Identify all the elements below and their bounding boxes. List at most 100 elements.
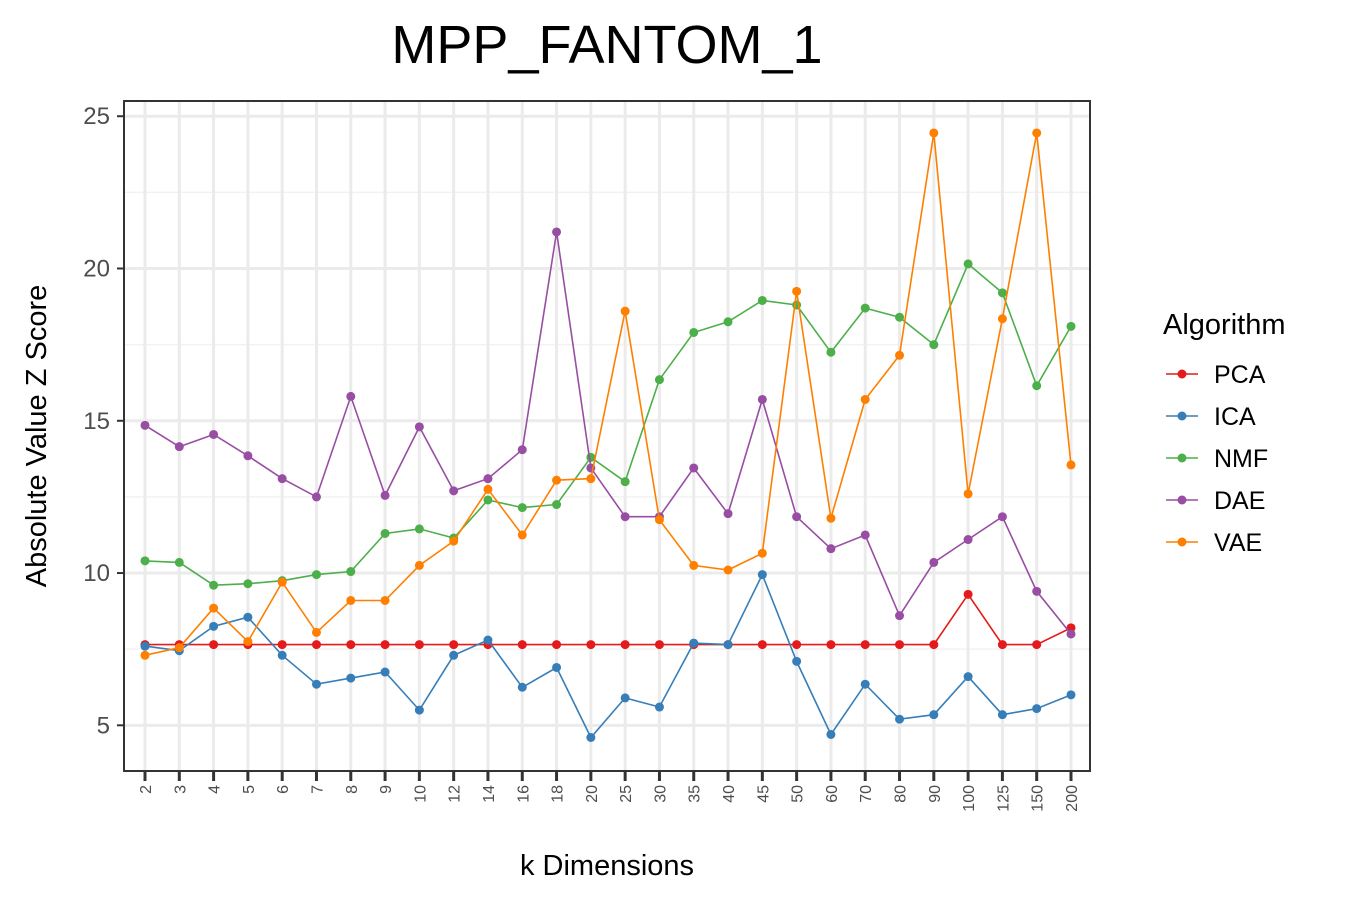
data-point-dae <box>311 492 321 502</box>
data-point-nmf <box>826 347 836 357</box>
data-point-dae <box>929 557 939 567</box>
data-point-ica <box>311 679 321 689</box>
data-point-vae <box>860 394 870 404</box>
legend-title: Algorithm <box>1163 309 1286 341</box>
data-point-dae <box>860 530 870 540</box>
data-point-vae <box>792 286 802 296</box>
data-point-nmf <box>929 340 939 350</box>
data-point-dae <box>1066 629 1076 639</box>
data-point-pca <box>277 640 287 650</box>
data-point-vae <box>1066 460 1076 470</box>
data-point-vae <box>929 128 939 138</box>
data-point-vae <box>174 643 184 653</box>
y-tick-label: 10 <box>83 560 110 587</box>
plot-area <box>124 101 1090 771</box>
data-point-vae <box>895 350 905 360</box>
data-point-pca <box>792 640 802 650</box>
data-point-nmf <box>140 556 150 566</box>
data-point-vae <box>723 565 733 575</box>
data-point-nmf <box>860 303 870 313</box>
y-axis: 5 10 15 20 25 <box>83 103 124 739</box>
data-point-nmf <box>1032 381 1042 391</box>
x-tick-label: 25 <box>618 785 635 803</box>
legend: Algorithm PCA ICA NMF DAE VAE <box>1163 309 1286 557</box>
series-line-dae <box>144 231 1072 635</box>
data-point-ica <box>757 570 767 580</box>
data-point-pca <box>654 640 664 650</box>
data-point-dae <box>552 227 562 237</box>
data-point-pca <box>449 640 459 650</box>
legend-label: NMF <box>1214 445 1268 473</box>
data-point-ica <box>586 733 596 742</box>
x-tick-label: 60 <box>824 785 841 803</box>
series-dae <box>140 227 1076 639</box>
data-point-ica <box>380 667 390 677</box>
data-point-ica <box>346 673 356 683</box>
x-tick-label: 8 <box>344 785 361 794</box>
x-tick-label: 50 <box>790 785 807 803</box>
data-point-vae <box>311 627 321 637</box>
legend-item-vae: VAE <box>1166 529 1262 557</box>
x-tick-label: 125 <box>995 785 1012 812</box>
data-point-ica <box>654 702 664 712</box>
data-point-dae <box>483 474 493 484</box>
data-point-ica <box>826 729 836 739</box>
series-ica <box>140 570 1076 742</box>
data-point-ica <box>895 714 905 724</box>
data-point-ica <box>963 672 973 682</box>
plot-background <box>124 101 1090 771</box>
data-point-nmf <box>654 375 664 385</box>
data-point-pca <box>414 640 424 650</box>
legend-item-dae: DAE <box>1166 487 1265 515</box>
data-point-pca <box>860 640 870 650</box>
data-point-nmf <box>174 557 184 567</box>
data-point-nmf <box>414 524 424 534</box>
x-tick-label: 16 <box>515 785 532 803</box>
x-tick-label: 200 <box>1064 785 1081 812</box>
data-point-vae <box>414 560 424 570</box>
data-point-dae <box>449 486 459 496</box>
plot-frame <box>123 100 1091 772</box>
data-point-nmf <box>552 500 562 510</box>
x-tick-label: 70 <box>858 785 875 803</box>
data-point-ica <box>1032 704 1042 714</box>
data-point-pca <box>620 640 630 650</box>
data-point-vae <box>517 530 527 540</box>
data-point-dae <box>620 512 630 522</box>
data-point-pca <box>929 640 939 650</box>
data-point-nmf <box>1066 321 1076 331</box>
data-point-vae <box>757 548 767 558</box>
y-tick-label: 5 <box>97 712 110 739</box>
data-point-dae <box>723 509 733 519</box>
legend-label: ICA <box>1214 403 1256 431</box>
series-line-vae <box>144 132 1072 657</box>
data-point-ica <box>723 640 733 650</box>
data-point-ica <box>860 679 870 689</box>
series-line-nmf <box>144 262 1072 587</box>
data-point-dae <box>826 544 836 554</box>
x-tick-label: 2 <box>138 785 155 794</box>
data-point-pca <box>346 640 356 650</box>
data-point-pca <box>311 640 321 650</box>
x-tick-label: 80 <box>893 785 910 803</box>
data-point-ica <box>449 650 459 660</box>
data-point-dae <box>140 420 150 430</box>
data-point-dae <box>380 490 390 500</box>
data-point-dae <box>346 391 356 401</box>
y-tick-label: 15 <box>83 408 110 435</box>
x-tick-label: 9 <box>378 785 395 794</box>
data-point-vae <box>380 595 390 605</box>
x-tick-label: 40 <box>721 785 738 803</box>
y-tick-label: 25 <box>83 103 110 130</box>
data-point-dae <box>243 451 253 461</box>
data-point-pca <box>586 640 596 650</box>
data-point-dae <box>414 422 424 432</box>
data-point-vae <box>552 475 562 485</box>
x-tick-label: 100 <box>961 785 978 812</box>
x-tick-label: 5 <box>241 785 258 794</box>
data-point-pca <box>963 589 973 599</box>
data-point-vae <box>963 489 973 499</box>
x-tick-label: 6 <box>275 785 292 794</box>
data-point-vae <box>997 314 1007 324</box>
data-point-vae <box>620 306 630 316</box>
